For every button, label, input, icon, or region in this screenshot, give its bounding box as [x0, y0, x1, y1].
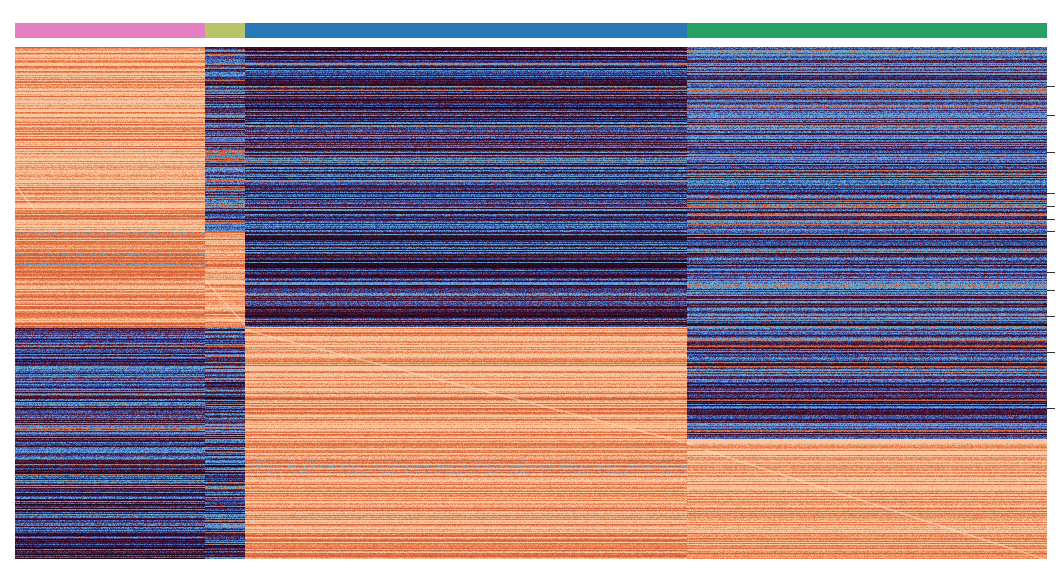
row-tick-11 [1047, 351, 1055, 353]
row-tick-marks [1047, 47, 1057, 559]
group-segment-4 [687, 23, 1047, 38]
row-tick-12 [1047, 407, 1055, 409]
row-tick-8 [1047, 272, 1055, 274]
row-tick-10 [1047, 315, 1055, 317]
row-tick-4 [1047, 192, 1055, 194]
heatmap-canvas [15, 47, 1047, 559]
row-tick-3 [1047, 151, 1055, 153]
cell-group-annotation-bar [15, 23, 1047, 38]
row-tick-9 [1047, 290, 1055, 292]
group-segment-3 [245, 23, 687, 38]
row-tick-1 [1047, 85, 1055, 87]
group-segment-1 [15, 23, 205, 38]
group-segment-2 [205, 23, 245, 38]
row-tick-5 [1047, 205, 1055, 207]
row-tick-2 [1047, 115, 1055, 117]
row-tick-7 [1047, 231, 1055, 233]
row-tick-6 [1047, 218, 1055, 220]
